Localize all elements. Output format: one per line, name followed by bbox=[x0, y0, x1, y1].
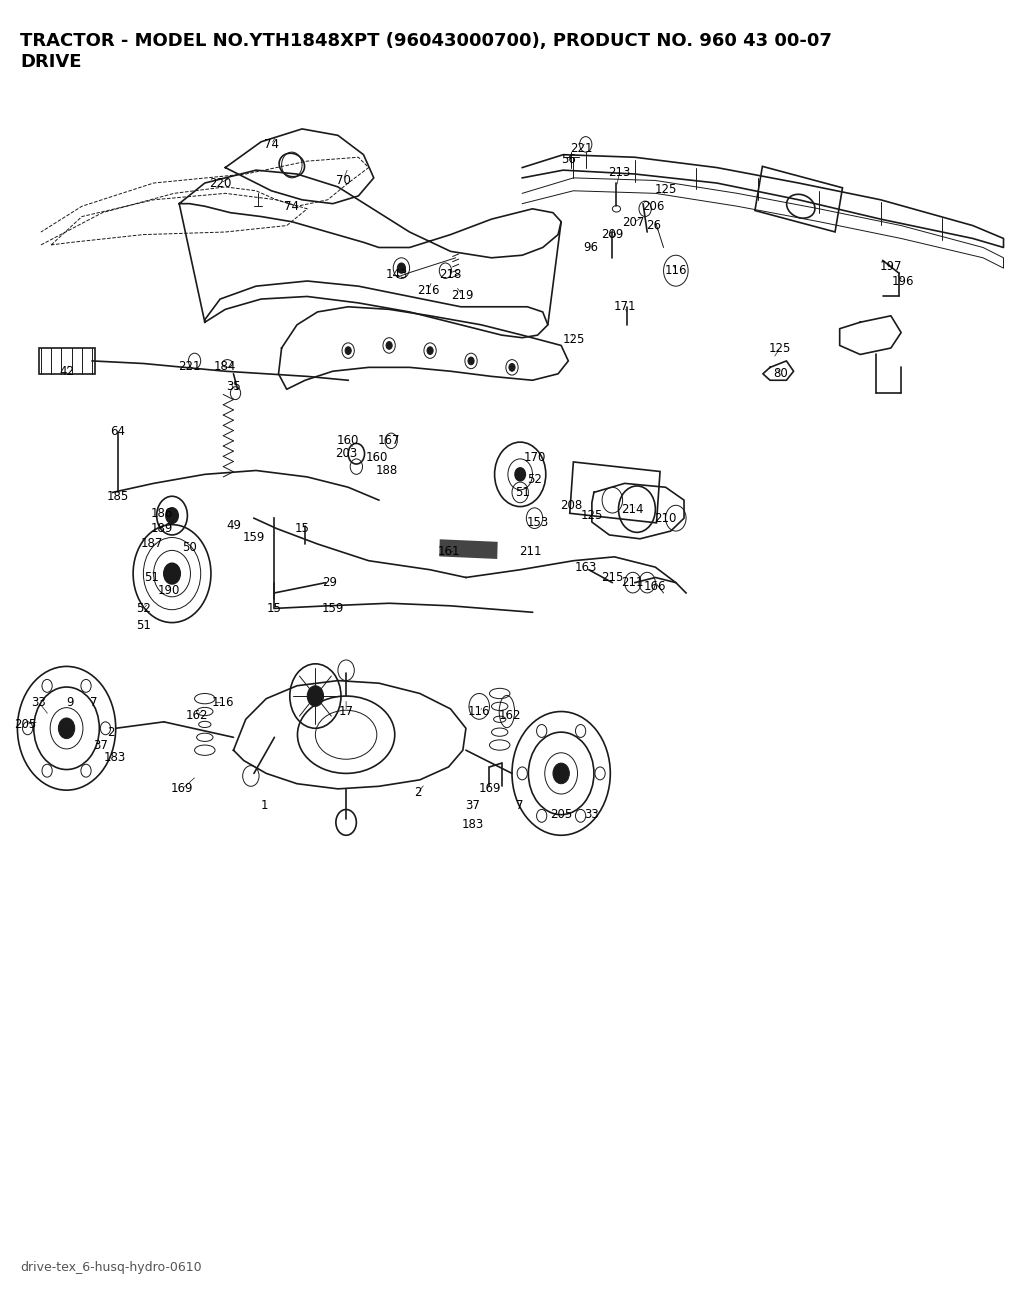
Text: 207: 207 bbox=[622, 217, 644, 229]
Text: 116: 116 bbox=[468, 705, 490, 718]
Circle shape bbox=[386, 342, 392, 349]
Polygon shape bbox=[440, 540, 497, 558]
Text: 42: 42 bbox=[59, 365, 74, 378]
Text: 220: 220 bbox=[209, 177, 231, 189]
Text: 9: 9 bbox=[66, 696, 74, 709]
Text: 50: 50 bbox=[182, 541, 197, 554]
Text: 205: 205 bbox=[14, 718, 37, 731]
Text: 219: 219 bbox=[452, 289, 474, 302]
Text: 221: 221 bbox=[178, 360, 201, 373]
Text: 2: 2 bbox=[414, 786, 422, 799]
Text: 160: 160 bbox=[366, 451, 388, 464]
Circle shape bbox=[553, 763, 569, 784]
Text: 188: 188 bbox=[376, 464, 398, 477]
Text: 37: 37 bbox=[93, 739, 108, 751]
Text: 183: 183 bbox=[103, 751, 126, 764]
Text: 171: 171 bbox=[613, 300, 636, 313]
Circle shape bbox=[468, 357, 474, 365]
Text: 52: 52 bbox=[136, 602, 151, 615]
Text: 163: 163 bbox=[574, 561, 597, 574]
Text: 162: 162 bbox=[499, 709, 521, 722]
Circle shape bbox=[397, 263, 406, 273]
Text: 161: 161 bbox=[437, 545, 460, 558]
Text: 37: 37 bbox=[466, 799, 480, 812]
Text: 33: 33 bbox=[32, 696, 46, 709]
Text: 162: 162 bbox=[185, 709, 208, 722]
Text: 74: 74 bbox=[264, 138, 279, 151]
Circle shape bbox=[166, 508, 178, 523]
Text: 187: 187 bbox=[140, 538, 163, 550]
Text: 206: 206 bbox=[642, 200, 665, 213]
Text: 52: 52 bbox=[527, 473, 542, 486]
Text: 51: 51 bbox=[144, 571, 159, 584]
Text: 125: 125 bbox=[562, 333, 585, 345]
Text: 216: 216 bbox=[417, 284, 439, 296]
Text: 209: 209 bbox=[601, 228, 624, 241]
Text: 197: 197 bbox=[880, 260, 902, 273]
Text: 167: 167 bbox=[378, 434, 400, 447]
Text: 208: 208 bbox=[560, 499, 583, 512]
Text: 116: 116 bbox=[665, 264, 687, 277]
Text: 203: 203 bbox=[335, 447, 357, 460]
Text: 221: 221 bbox=[570, 142, 593, 155]
Text: 215: 215 bbox=[601, 571, 624, 584]
Text: 80: 80 bbox=[773, 367, 787, 380]
Circle shape bbox=[307, 686, 324, 706]
Text: 29: 29 bbox=[323, 576, 337, 589]
Text: 214: 214 bbox=[622, 503, 644, 516]
Text: drive-tex_6-husq-hydro-0610: drive-tex_6-husq-hydro-0610 bbox=[20, 1261, 202, 1274]
Text: 211: 211 bbox=[622, 576, 644, 589]
Circle shape bbox=[509, 363, 515, 371]
Text: 7: 7 bbox=[516, 799, 524, 812]
Text: 70: 70 bbox=[336, 174, 350, 187]
Circle shape bbox=[164, 563, 180, 584]
Text: 1: 1 bbox=[260, 799, 268, 812]
Text: 125: 125 bbox=[769, 342, 792, 354]
Text: 183: 183 bbox=[462, 819, 484, 831]
Text: 116: 116 bbox=[212, 696, 234, 709]
Text: 51: 51 bbox=[515, 486, 529, 499]
Text: 169: 169 bbox=[171, 782, 194, 795]
Text: 26: 26 bbox=[646, 219, 660, 232]
Text: 143: 143 bbox=[386, 268, 409, 281]
Text: 159: 159 bbox=[243, 531, 265, 544]
Text: 64: 64 bbox=[111, 425, 125, 438]
Text: 125: 125 bbox=[581, 509, 603, 522]
Circle shape bbox=[427, 347, 433, 354]
Text: 2: 2 bbox=[106, 726, 115, 739]
Text: 96: 96 bbox=[584, 241, 598, 254]
Text: 184: 184 bbox=[214, 360, 237, 373]
Text: 213: 213 bbox=[608, 166, 631, 179]
Text: 211: 211 bbox=[519, 545, 542, 558]
Text: 186: 186 bbox=[151, 507, 173, 519]
Text: 185: 185 bbox=[106, 490, 129, 503]
Text: 166: 166 bbox=[644, 580, 667, 593]
Text: 51: 51 bbox=[136, 619, 151, 632]
Text: 210: 210 bbox=[654, 512, 677, 525]
Text: 205: 205 bbox=[550, 808, 572, 821]
Text: 17: 17 bbox=[339, 705, 353, 718]
Circle shape bbox=[345, 347, 351, 354]
Text: 153: 153 bbox=[526, 516, 549, 528]
Text: TRACTOR - MODEL NO.YTH1848XPT (96043000700), PRODUCT NO. 960 43 00-07
DRIVE: TRACTOR - MODEL NO.YTH1848XPT (960430007… bbox=[20, 32, 833, 71]
Text: 160: 160 bbox=[337, 434, 359, 447]
Text: 125: 125 bbox=[654, 183, 677, 196]
Text: 74: 74 bbox=[285, 200, 299, 213]
Text: 196: 196 bbox=[892, 275, 914, 287]
Text: 35: 35 bbox=[226, 380, 241, 393]
Text: 15: 15 bbox=[295, 522, 309, 535]
Circle shape bbox=[58, 718, 75, 739]
Circle shape bbox=[515, 468, 525, 481]
Text: 56: 56 bbox=[561, 153, 575, 166]
Text: 159: 159 bbox=[322, 602, 344, 615]
Text: 190: 190 bbox=[158, 584, 180, 597]
Text: 189: 189 bbox=[151, 522, 173, 535]
Text: 15: 15 bbox=[267, 602, 282, 615]
Text: 7: 7 bbox=[90, 696, 98, 709]
Text: 169: 169 bbox=[478, 782, 501, 795]
Text: 33: 33 bbox=[585, 808, 599, 821]
Text: 49: 49 bbox=[226, 519, 241, 532]
Text: 170: 170 bbox=[523, 451, 546, 464]
Text: 218: 218 bbox=[439, 268, 462, 281]
